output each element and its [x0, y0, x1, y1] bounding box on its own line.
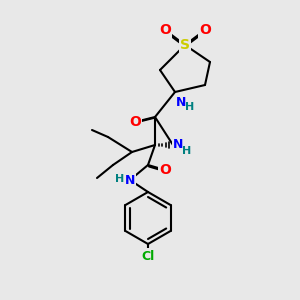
Text: O: O	[159, 23, 171, 37]
Text: O: O	[129, 115, 141, 129]
Text: H: H	[116, 174, 124, 184]
Text: Cl: Cl	[141, 250, 154, 262]
Text: N: N	[173, 139, 183, 152]
Text: N: N	[176, 96, 186, 109]
Text: O: O	[159, 163, 171, 177]
Text: N: N	[125, 173, 135, 187]
Text: O: O	[199, 23, 211, 37]
Text: H: H	[182, 146, 192, 156]
Text: S: S	[180, 38, 190, 52]
Text: H: H	[185, 101, 195, 112]
